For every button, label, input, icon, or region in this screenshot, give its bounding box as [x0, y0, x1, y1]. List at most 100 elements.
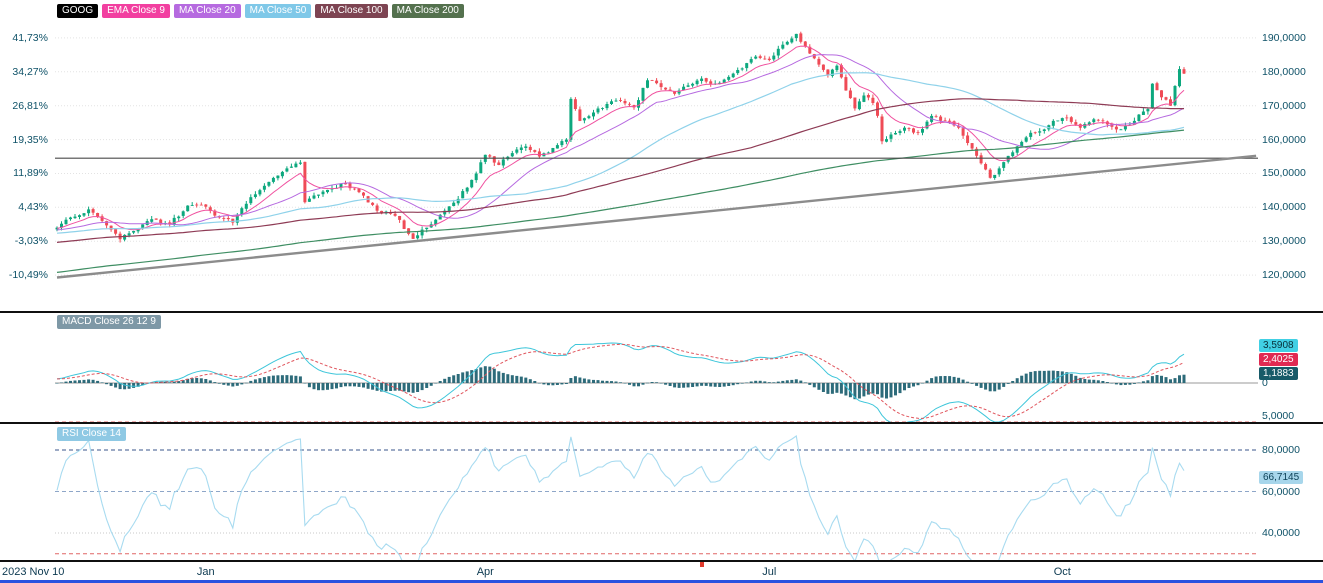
candle-body[interactable]: [835, 65, 839, 71]
candle-body[interactable]: [60, 223, 63, 228]
macd-histogram-bar[interactable]: [646, 382, 649, 384]
macd-histogram-bar[interactable]: [821, 383, 825, 392]
candle-body[interactable]: [321, 191, 325, 195]
macd-histogram-bar[interactable]: [501, 372, 505, 383]
macd-histogram-bar[interactable]: [772, 382, 776, 383]
candle-body[interactable]: [492, 156, 496, 163]
candle-body[interactable]: [921, 129, 924, 133]
candle-body[interactable]: [695, 80, 699, 85]
candle-body[interactable]: [1141, 111, 1145, 116]
candle-body[interactable]: [664, 87, 668, 90]
macd-histogram-bar[interactable]: [727, 383, 731, 386]
macd-histogram-bar[interactable]: [749, 381, 753, 384]
candle-body[interactable]: [524, 146, 528, 148]
macd-histogram-bar[interactable]: [506, 374, 510, 383]
macd-histogram-bar[interactable]: [321, 383, 325, 391]
candle-body[interactable]: [294, 163, 298, 168]
macd-histogram-bar[interactable]: [289, 375, 293, 383]
macd-histogram-bar[interactable]: [1074, 375, 1078, 383]
macd-histogram-bar[interactable]: [898, 383, 902, 394]
macd-histogram-bar[interactable]: [857, 383, 861, 399]
macd-histogram-bar[interactable]: [970, 383, 974, 384]
macd-histogram-bar[interactable]: [605, 380, 609, 383]
macd-histogram-bar[interactable]: [830, 383, 834, 394]
candle-body[interactable]: [903, 127, 906, 131]
candle-body[interactable]: [91, 209, 95, 213]
macd-histogram-bar[interactable]: [298, 376, 302, 383]
macd-histogram-bar[interactable]: [447, 376, 451, 383]
macd-histogram-bar[interactable]: [885, 383, 888, 399]
macd-histogram-bar[interactable]: [578, 377, 582, 384]
candle-body[interactable]: [857, 101, 861, 110]
candle-body[interactable]: [244, 203, 248, 209]
macd-histogram-bar[interactable]: [258, 378, 262, 383]
candle-body[interactable]: [763, 58, 767, 60]
macd-histogram-bar[interactable]: [659, 383, 663, 384]
macd-histogram-bar[interactable]: [1182, 374, 1186, 383]
macd-histogram-bar[interactable]: [952, 376, 956, 383]
candle-body[interactable]: [222, 218, 226, 219]
macd-histogram-bar[interactable]: [172, 381, 176, 383]
macd-histogram-bar[interactable]: [330, 383, 334, 390]
legend-item-ma-close-50[interactable]: MA Close 50: [244, 4, 312, 18]
candle-body[interactable]: [280, 171, 284, 177]
macd-histogram-bar[interactable]: [1155, 375, 1159, 383]
candle-body[interactable]: [596, 108, 600, 113]
candle-body[interactable]: [587, 116, 591, 119]
candle-body[interactable]: [303, 161, 307, 203]
macd-histogram-bar[interactable]: [1119, 383, 1123, 386]
candle-body[interactable]: [817, 58, 821, 65]
macd-histogram-bar[interactable]: [803, 382, 807, 383]
macd-histogram-bar[interactable]: [1011, 381, 1015, 383]
candle-body[interactable]: [380, 210, 384, 214]
candle-body[interactable]: [398, 216, 402, 220]
candle-body[interactable]: [461, 191, 465, 199]
macd-histogram-bar[interactable]: [510, 375, 514, 383]
candle-body[interactable]: [1051, 120, 1055, 126]
macd-histogram-bar[interactable]: [704, 383, 708, 386]
candle-body[interactable]: [794, 33, 798, 39]
candle-body[interactable]: [1092, 119, 1096, 123]
candle-body[interactable]: [601, 108, 604, 109]
macd-histogram-bar[interactable]: [312, 383, 316, 390]
candle-body[interactable]: [465, 187, 469, 192]
macd-histogram-bar[interactable]: [722, 383, 726, 387]
macd-histogram-bar[interactable]: [456, 374, 460, 383]
candle-body[interactable]: [988, 169, 992, 178]
macd-histogram-bar[interactable]: [1178, 375, 1181, 383]
macd-histogram-bar[interactable]: [921, 383, 924, 384]
candle-body[interactable]: [934, 116, 938, 118]
candle-body[interactable]: [258, 190, 262, 195]
macd-histogram-bar[interactable]: [100, 382, 104, 383]
candle-body[interactable]: [686, 85, 690, 87]
macd-histogram-bar[interactable]: [614, 381, 618, 383]
macd-histogram-bar[interactable]: [794, 379, 798, 383]
macd-histogram-bar[interactable]: [713, 383, 717, 387]
candle-body[interactable]: [317, 194, 320, 196]
panel-separator-3[interactable]: [0, 560, 1323, 562]
macd-histogram-bar[interactable]: [389, 383, 393, 391]
macd-histogram-bar[interactable]: [69, 380, 72, 383]
macd-histogram-bar[interactable]: [393, 383, 397, 391]
candle-body[interactable]: [646, 80, 649, 88]
candle-body[interactable]: [326, 189, 329, 193]
macd-histogram-bar[interactable]: [73, 380, 77, 384]
macd-histogram-bar[interactable]: [190, 378, 194, 383]
candle-body[interactable]: [821, 64, 825, 70]
candle-body[interactable]: [614, 100, 618, 102]
macd-histogram-bar[interactable]: [637, 383, 640, 387]
macd-histogram-bar[interactable]: [664, 383, 668, 385]
legend-item-goog[interactable]: GOOG: [57, 4, 99, 18]
candle-body[interactable]: [907, 128, 911, 129]
candle-body[interactable]: [1182, 69, 1186, 74]
candle-body[interactable]: [993, 174, 997, 178]
macd-histogram-bar[interactable]: [1033, 371, 1037, 383]
macd-histogram-bar[interactable]: [429, 383, 433, 386]
candle-body[interactable]: [64, 219, 68, 225]
candle-body[interactable]: [650, 80, 654, 81]
candle-body[interactable]: [655, 80, 659, 84]
macd-histogram-bar[interactable]: [1169, 379, 1172, 383]
overlay-sma-50[interactable]: [56, 72, 1185, 234]
macd-histogram-bar[interactable]: [808, 383, 812, 385]
macd-histogram-bar[interactable]: [181, 380, 185, 383]
